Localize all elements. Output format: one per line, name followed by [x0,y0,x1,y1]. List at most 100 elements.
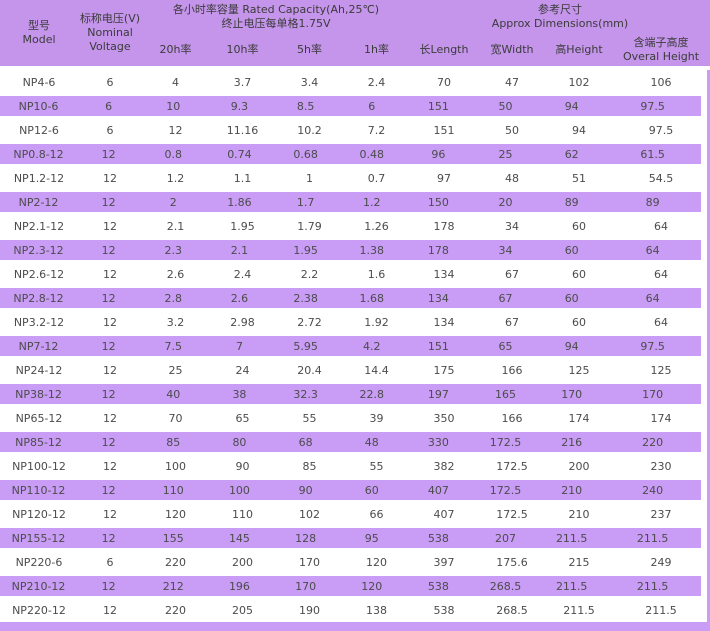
cell-model: NP2.8-12 [13,291,64,305]
cell-overall-height: 211.5 [636,531,669,545]
cell-width: 268.5 [496,603,528,617]
cell-5h-capacity: 5.95 [293,339,318,353]
cell-voltage: 12 [101,243,116,257]
cell-width: 207 [495,531,517,545]
cell-overall-height: 174 [650,411,672,425]
table-row: NP2.8-12 12 2.8 2.6 2.38 1.68 134 67 60 … [0,286,701,310]
cell-width: 65 [498,339,513,353]
cell-20h-capacity: 2.6 [166,267,185,281]
header-length: 长Length [419,43,469,56]
cell-10h-capacity: 1.95 [230,219,255,233]
cell-5h-capacity: 32.3 [293,387,318,401]
cell-overall-height: 220 [642,435,664,449]
cell-voltage: 12 [103,411,117,425]
header-overall-height: 含端子高度 Overal Height [612,34,710,66]
cell-length: 134 [433,267,455,281]
cell-model: NP7-12 [18,339,59,353]
cell-width: 47 [505,75,519,89]
cell-overall-height: 64 [645,243,660,257]
table-row: NP65-12 12 70 65 55 39 350 166 174 174 [0,406,710,430]
table-row: NP0.8-12 12 0.8 0.74 0.68 0.48 96 25 62 … [0,142,701,166]
cell-10h-capacity: 2.1 [230,243,249,257]
cell-overall-height: 97.5 [640,99,665,113]
cell-height: 51 [572,171,586,185]
cell-20h-capacity: 2.1 [166,219,185,233]
cell-length: 538 [427,531,449,545]
cell-20h-capacity: 7.5 [164,339,183,353]
cell-model: NP155-12 [11,531,66,545]
header-dimensions-group: 参考尺寸 Approx Dimensions(mm) 长Length 宽Widt… [410,0,710,66]
cell-width: 67 [505,315,519,329]
cell-model: NP220-12 [12,603,66,617]
header-width: 宽Width [490,43,534,56]
cell-1h-capacity: 120 [361,579,383,593]
bottom-edge-accent [0,622,710,631]
cell-20h-capacity: 25 [168,363,183,377]
table-row: NP2-12 12 2 1.86 1.7 1.2 150 20 89 89 [0,190,701,214]
cell-height: 200 [568,459,590,473]
cell-5h-capacity: 3.4 [300,75,319,89]
cell-model: NP38-12 [15,387,62,401]
cell-height: 94 [564,99,579,113]
cell-20h-capacity: 85 [166,435,181,449]
cell-length: 382 [433,459,455,473]
cell-10h-capacity: 1.1 [233,171,252,185]
table-row: NP85-12 12 85 80 68 48 330 172.5 216 220 [0,430,701,454]
cell-overall-height: 64 [654,315,668,329]
header-voltage: 标称电压(V) Nominal Voltage [78,0,142,66]
cell-10h-capacity: 205 [232,603,253,617]
cell-20h-capacity: 155 [162,531,184,545]
cell-length: 70 [437,75,451,89]
cell-width: 166 [501,411,523,425]
cell-model: NP10-6 [18,99,59,113]
cell-5h-capacity: 190 [299,603,320,617]
cell-20h-capacity: 12 [168,123,183,137]
cell-overall-height: 230 [650,459,672,473]
header-overall-zh: 含端子高度 [633,36,689,49]
cell-height: 125 [568,363,590,377]
cell-model: NP4-6 [22,75,56,89]
cell-5h-capacity: 2.72 [297,315,322,329]
cell-overall-height: 240 [642,483,664,497]
cell-length: 397 [433,555,455,569]
cell-20h-capacity: 70 [168,411,183,425]
cell-5h-capacity: 1.95 [293,243,318,257]
table-row: NP220-6 6 220 200 170 120 397 175.6 215 … [0,550,710,574]
cell-model: NP1.2-12 [13,171,65,185]
cell-length: 407 [433,507,455,521]
cell-1h-capacity: 1.2 [363,195,381,209]
header-capacity-line2: 终止电压每单格1.75V [221,17,331,30]
header-voltage-en1: Nominal [87,26,133,39]
cell-overall-height: 125 [650,363,672,377]
cell-model: NP120-12 [12,507,66,521]
cell-1h-capacity: 48 [364,435,379,449]
cell-voltage: 12 [101,483,116,497]
cell-5h-capacity: 170 [299,555,320,569]
cell-height: 211.5 [555,579,588,593]
cell-voltage: 12 [101,387,116,401]
cell-width: 34 [498,243,513,257]
cell-20h-capacity: 110 [162,483,184,497]
cell-voltage: 6 [106,75,114,89]
header-20h: 20h率 [159,43,192,56]
cell-length: 178 [433,219,455,233]
table-row: NP120-12 12 120 110 102 66 407 172.5 210… [0,502,710,526]
cell-height: 60 [564,291,579,305]
cell-voltage: 12 [101,339,116,353]
header-10h: 10h率 [226,43,259,56]
header-capacity-title: 各小时率容量 Rated Capacity(Ah,25℃) 终止电压每单格1.7… [142,0,410,34]
cell-20h-capacity: 4 [172,75,179,89]
cell-length: 150 [427,195,449,209]
cell-length: 175 [433,363,455,377]
cell-10h-capacity: 90 [235,459,250,473]
table-row: NP100-12 12 100 90 85 55 382 172.5 200 2… [0,454,710,478]
cell-5h-capacity: 20.4 [297,363,322,377]
header-height: 高Height [555,43,603,56]
cell-5h-capacity: 102 [299,507,320,521]
cell-20h-capacity: 3.2 [166,315,185,329]
cell-10h-capacity: 24 [235,363,250,377]
cell-voltage: 12 [103,315,117,329]
header-5h: 5h率 [297,43,322,56]
cell-length: 538 [433,603,455,617]
cell-5h-capacity: 0.68 [293,147,318,161]
